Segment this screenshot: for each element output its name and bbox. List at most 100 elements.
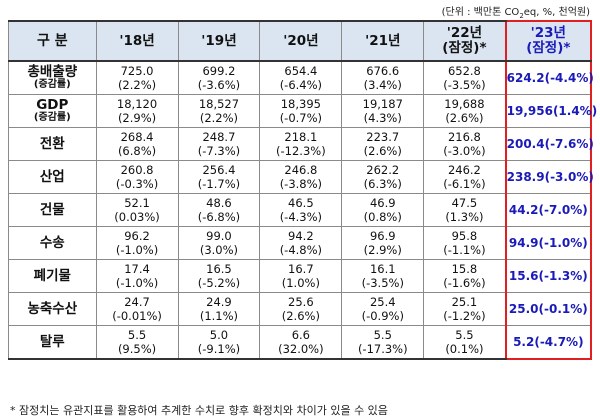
cell-change: (-12.3%)	[276, 144, 326, 158]
cell-value: 16.5	[206, 262, 232, 276]
cell-value: 260.8	[120, 163, 154, 177]
provisional-note: (잠정)*	[526, 40, 571, 56]
cell-change: (-4.7%)	[534, 335, 584, 349]
cell-value: 246.8	[284, 163, 318, 177]
cell-change: (1.4%)	[552, 104, 598, 118]
cell-change: (-1.0%)	[115, 276, 159, 290]
cell-value: 6.6	[291, 328, 310, 342]
cell-change: (2.6%)	[445, 111, 484, 125]
cell-value: 96.2	[124, 229, 150, 243]
cell-change: (-7.6%)	[544, 137, 594, 151]
cell-change: (-1.0%)	[115, 243, 159, 257]
table-row: 농축수산 24.7 (-0.01%) 24.9 (1.1%) 25.6 (2.6%) 25.4…	[8, 292, 593, 326]
footnote: * 잠정치는 유관지표를 활용하여 추계한 수치로 향후 확정치와 차이가 있을…	[10, 404, 388, 417]
cell-change: (-0.01%)	[112, 309, 162, 323]
cell-change: (-1.6%)	[443, 276, 486, 290]
table-cell: 15.6(-1.3%)	[504, 259, 593, 293]
table-cell: 18,120 (2.9%)	[95, 94, 179, 128]
table-cell: 652.8 (-3.5%)	[423, 60, 507, 95]
table-cell: 96.2 (-1.0%)	[95, 226, 179, 260]
table-cell: 200.4(-7.6%)	[504, 127, 594, 161]
cell-value: 652.8	[447, 64, 481, 78]
table-cell: 96.9 (2.9%)	[341, 226, 425, 260]
cell-value: 48.6	[206, 196, 232, 210]
table-cell: 25.1 (-1.2%)	[423, 292, 507, 326]
cell-change: (32.0%)	[278, 342, 324, 356]
cell-change: (2.2%)	[199, 111, 239, 125]
table-cell: 44.2(-7.0%)	[504, 193, 593, 227]
cell-change: (-0.3%)	[115, 177, 159, 191]
cell-value: 18,120	[116, 97, 158, 111]
table-cell: 238.9(-3.0%)	[504, 160, 594, 194]
table-cell: 676.6 (3.4%)	[341, 60, 425, 95]
cell-change: (-4.3%)	[279, 210, 323, 224]
row-label: 전환	[8, 127, 97, 161]
cell-value: 654.4	[284, 64, 318, 78]
row-label: 수송	[8, 226, 97, 260]
table-row: GDP (증감률) 18,120 (2.9%) 18,527 (2.2%) 18,395 (-…	[8, 94, 597, 128]
table-header-row: 구 분 '18년 '19년 '20년 '21년 '22년 (잠정)* '23년 …	[8, 20, 593, 62]
cell-change: (1.0%)	[281, 276, 320, 290]
column-header-2021: '21년	[341, 20, 425, 62]
cell-value: 16.1	[369, 262, 396, 276]
table-cell: 25.0(-0.1%)	[504, 292, 593, 326]
cell-change: (3.4%)	[363, 78, 402, 92]
cell-value: 256.4	[202, 163, 236, 177]
cell-change: (6.8%)	[117, 144, 157, 158]
row-label: 농축수산	[8, 292, 97, 326]
cell-value: 246.2	[447, 163, 481, 177]
table-row: 산업 260.8 (-0.3%) 256.4 (-1.7%) 246.8 (-3.8%) 26…	[8, 160, 594, 194]
cell-change: (-1.2%)	[443, 309, 486, 323]
table-cell: 223.7 (2.6%)	[341, 127, 425, 161]
table-cell: 654.4 (-6.4%)	[259, 60, 343, 95]
table-row: 총배출량 (증감률) 725.0 (2.2%) 699.2 (-3.6%) 654.4 (-6…	[8, 60, 594, 95]
table-cell: 46.5 (-4.3%)	[259, 193, 343, 227]
cell-value: 5.5	[373, 328, 392, 342]
cell-value: 46.9	[369, 196, 396, 210]
table-cell: 5.5 (9.5%)	[95, 325, 179, 360]
cell-change: (-6.8%)	[197, 210, 241, 224]
cell-value: 218.1	[284, 130, 318, 144]
cell-value: 95.8	[451, 229, 478, 243]
cell-change: (-3.0%)	[443, 144, 486, 158]
table-cell: 95.8 (-1.1%)	[423, 226, 507, 260]
table-cell: 5.0 (-9.1%)	[177, 325, 261, 360]
cell-value: 5.0	[209, 328, 229, 342]
table-cell: 5.2(-4.7%)	[504, 325, 593, 360]
cell-change: (-3.8%)	[279, 177, 323, 191]
cell-value: 25.6	[288, 295, 314, 309]
cell-change: (-0.1%)	[538, 302, 588, 316]
cell-change: (-3.0%)	[544, 170, 594, 184]
column-header-2019: '19년	[177, 20, 261, 62]
cell-value: 262.2	[366, 163, 400, 177]
table-row: 수송 96.2 (-1.0%) 99.0 (3.0%) 94.2 (-4.8%) 96.9 (2…	[8, 226, 593, 260]
cell-change: (3.0%)	[199, 243, 239, 257]
table-cell: 5.5 (0.1%)	[423, 325, 507, 360]
cell-value: 25.4	[369, 295, 396, 309]
row-label: 총배출량 (증감률)	[8, 60, 97, 95]
row-label: 건물	[8, 193, 97, 227]
table-row: 건물 52.1 (0.03%) 48.6 (-6.8%) 46.5 (-4.3%) 46.9(…	[8, 193, 593, 227]
cell-value: 16.7	[288, 262, 314, 276]
cell-value: 94.2	[288, 229, 314, 243]
table-cell: 24.7 (-0.01%)	[95, 292, 179, 326]
cell-change: (-9.1%)	[197, 342, 241, 356]
cell-change: (6.3%)	[363, 177, 402, 191]
cell-change: (-4.4%)	[544, 71, 594, 85]
cell-change: (0.03%)	[114, 210, 160, 224]
cell-change: (-1.0%)	[538, 236, 588, 250]
cell-change: (2.2%)	[117, 78, 157, 92]
column-header-2023: '23년 (잠정)*	[504, 20, 593, 62]
table-cell: 246.2 (-6.1%)	[423, 160, 507, 194]
cell-value: 676.6	[366, 64, 400, 78]
cell-value: 725.0	[120, 64, 154, 78]
table-cell: 216.8 (-3.0%)	[423, 127, 507, 161]
table-row: 전환 268.4 (6.8%) 248.7 (-7.3%) 218.1 (-12.3%) 22…	[8, 127, 594, 161]
table-cell: 48.6 (-6.8%)	[177, 193, 261, 227]
table-cell: 99.0 (3.0%)	[177, 226, 261, 260]
column-header-2018: '18년	[95, 20, 179, 62]
table-row: 폐기물 17.4 (-1.0%) 16.5 (-5.2%) 16.7 (1.0%) 16.1(…	[8, 259, 593, 293]
table-cell: 94.9(-1.0%)	[504, 226, 593, 260]
cell-value: 52.1	[124, 196, 150, 210]
table-cell: 15.8 (-1.6%)	[423, 259, 507, 293]
